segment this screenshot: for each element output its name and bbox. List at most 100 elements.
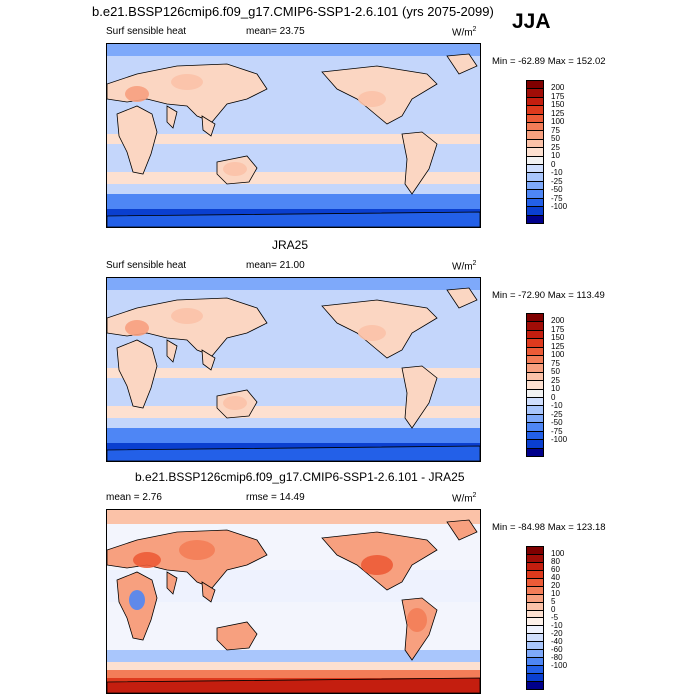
colorbar-bin (527, 578, 543, 587)
colorbar-tick-label: -50 (551, 185, 563, 195)
colorbar-tick-label: -100 (551, 661, 568, 670)
panel-1-colorbar-labels: 200 175 150 125 100 75 50 25 10 0 -10 -25 -50 -75 -100 (551, 80, 591, 224)
panel-2-units: W/m2 (452, 260, 477, 273)
colorbar-tick-label: -100 (551, 435, 568, 445)
colorbar-tick-label: 5 (551, 597, 556, 606)
colorbar-tick-label: 25 (551, 375, 560, 385)
colorbar-bin (527, 181, 543, 191)
colorbar-bin (527, 381, 543, 390)
field-blob (223, 162, 247, 176)
colorbar-bin (527, 97, 543, 107)
colorbar-tick-label: 75 (551, 358, 560, 368)
colorbar-tick-label: -10 (551, 168, 563, 178)
colorbar-tick-label: 10 (551, 384, 560, 394)
panel-1-units: W/m2 (452, 26, 477, 39)
colorbar-tick-label: -100 (551, 202, 568, 212)
colorbar-bin (527, 642, 543, 651)
colorbar-bin (527, 547, 543, 555)
panel-3-colorbar-labels: 100 80 60 40 20 10 5 0 -5 -10 -20 -40 -60 -80 -100 (551, 546, 591, 690)
colorbar-bin (527, 207, 543, 216)
colorbar-bin (527, 431, 543, 441)
field-band (107, 368, 480, 378)
continent-outline (401, 131, 438, 195)
colorbar-bin (527, 650, 543, 659)
colorbar-bin (527, 165, 543, 174)
panel-2-map-svg (107, 278, 480, 461)
field-blob (125, 86, 149, 102)
colorbar-tick-label: 100 (551, 549, 565, 558)
colorbar-bin (527, 123, 543, 132)
colorbar-bin (527, 347, 543, 357)
colorbar-tick-label: 60 (551, 565, 560, 574)
colorbar-bin (527, 666, 543, 674)
panel-2-mean-label: mean= 21.00 (246, 260, 305, 271)
antarctica-outline (107, 445, 480, 461)
colorbar-bin (527, 148, 543, 157)
continent-outline (116, 339, 158, 409)
colorbar-tick-label: 75 (551, 125, 560, 135)
colorbar-tick-label: 100 (551, 350, 565, 360)
field-blob (125, 320, 149, 336)
antarctica-outline (107, 677, 480, 693)
panel-1-mean-label: mean= 23.75 (246, 26, 305, 37)
colorbar-tick-label: -60 (551, 645, 563, 654)
colorbar-bin (527, 139, 543, 149)
field-blob (179, 540, 215, 560)
colorbar-bin (527, 610, 543, 619)
colorbar-bin (527, 398, 543, 407)
colorbar-tick-label: -20 (551, 629, 563, 638)
continent-outline (446, 53, 478, 75)
colorbar-bin (527, 322, 543, 331)
continent-outline (166, 571, 216, 603)
panel-2-title: JRA25 (272, 238, 309, 252)
colorbar-bin (527, 562, 543, 571)
colorbar-tick-label: -50 (551, 418, 563, 428)
field-band (107, 172, 480, 184)
continent-outline (107, 529, 268, 589)
colorbar-bin (527, 330, 543, 340)
colorbar-bin (527, 626, 543, 635)
panel-3-mean-label: mean = 2.76 (106, 492, 162, 503)
panel-3-units: W/m2 (452, 492, 477, 505)
colorbar-bin (527, 440, 543, 449)
field-band (107, 194, 480, 209)
field-band (107, 662, 480, 670)
panel-3-minmax: Min = -84.98 Max = 123.18 (492, 522, 606, 533)
field-blob (223, 396, 247, 410)
field-band (107, 278, 480, 290)
continent-outline (166, 339, 216, 371)
panel-1-title: b.e21.BSSP126cmip6.f09_g17.CMIP6-SSP1-2.… (92, 4, 494, 19)
colorbar-tick-label: -10 (551, 401, 563, 411)
colorbar-tick-label: 25 (551, 142, 560, 152)
colorbar-tick-label: 50 (551, 367, 560, 377)
field-blob (361, 555, 393, 575)
season-label: JJA (512, 10, 551, 33)
colorbar-tick-label: 125 (551, 341, 565, 351)
colorbar-bin (527, 364, 543, 373)
field-blob (171, 308, 203, 324)
field-band (107, 570, 480, 602)
colorbar-tick-label: 0 (551, 605, 556, 614)
colorbar-bin (527, 156, 543, 166)
colorbar-tick-label: -25 (551, 409, 563, 419)
field-band (107, 134, 480, 144)
colorbar-tick-label: -10 (551, 621, 563, 630)
colorbar-bin (527, 356, 543, 365)
panel-2-colorbar (526, 313, 544, 457)
colorbar-bin (527, 190, 543, 199)
colorbar-tick-label: 175 (551, 324, 565, 334)
panel-3-rmse-label: rmse = 14.49 (246, 492, 305, 503)
colorbar-tick-label: 40 (551, 573, 560, 582)
field-blob (358, 325, 386, 341)
panel-2-map (106, 277, 481, 462)
colorbar-bin (527, 173, 543, 182)
colorbar-bin (527, 314, 543, 323)
continent-outline (446, 519, 478, 541)
colorbar-bin (527, 448, 543, 456)
field-band (107, 428, 480, 443)
colorbar-tick-label: 80 (551, 557, 560, 566)
panel-1-left-label: Surf sensible heat (106, 26, 187, 37)
panel-3-map-svg (107, 510, 480, 693)
continent-outline (216, 621, 258, 651)
colorbar-tick-label: -75 (551, 426, 563, 436)
